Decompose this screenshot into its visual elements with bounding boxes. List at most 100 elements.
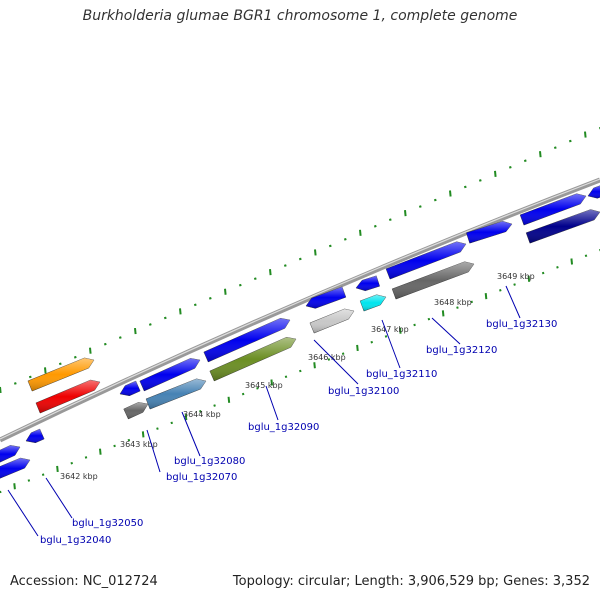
scale-tick [284, 375, 288, 379]
scale-tick [556, 265, 559, 269]
gene-label-leader [45, 477, 73, 519]
inner-scale-ticks [0, 249, 600, 494]
scale-tick [99, 448, 102, 455]
gene-label[interactable]: bglu_1g32100 [328, 386, 399, 397]
gene-label-leader [381, 319, 401, 369]
scale-label: 3648 kbp [434, 298, 472, 307]
scale-tick [399, 327, 402, 334]
scale-tick [343, 238, 347, 241]
scale-tick [41, 473, 45, 477]
scale-tick [241, 392, 245, 396]
scale-tick [449, 190, 452, 197]
gene-feature-shading [27, 357, 94, 392]
scale-tick [193, 303, 197, 307]
scale-tick [269, 269, 272, 276]
scale-tick [470, 300, 473, 304]
scale-tick [413, 323, 416, 327]
gene-label-leader [431, 317, 461, 345]
scale-tick [299, 369, 302, 373]
gene-feature-shading [466, 221, 512, 244]
gene-label[interactable]: bglu_1g32130 [486, 319, 557, 330]
scale-tick [541, 271, 545, 275]
gene-label[interactable]: bglu_1g32090 [248, 422, 319, 433]
scale-tick [156, 427, 159, 430]
scale-tick [388, 218, 392, 222]
scale-tick [327, 358, 331, 361]
scale-tick [127, 438, 131, 442]
scale-tick [179, 308, 182, 315]
gene-label[interactable]: bglu_1g32040 [40, 535, 111, 546]
gene-feature-shading [209, 337, 296, 381]
scale-tick [441, 310, 445, 317]
gene-features [0, 185, 600, 479]
gene-label[interactable]: bglu_1g32080 [174, 456, 245, 467]
scale-tick [56, 465, 59, 473]
scale-tick [384, 335, 388, 338]
gene-feature-shading [203, 318, 290, 362]
outer-scale-ticks [0, 127, 600, 394]
scale-tick [456, 306, 459, 309]
scale-tick [134, 327, 137, 335]
scale-tick [513, 283, 516, 286]
chromosome-backbone-highlight [0, 178, 600, 440]
gene-feature-shading [0, 445, 20, 463]
scale-label: 3649 kbp [497, 272, 535, 281]
scale-tick [373, 224, 377, 228]
scale-tick [328, 244, 332, 248]
scale-tick [427, 317, 431, 321]
scale-tick [89, 347, 92, 354]
gene-label[interactable]: bglu_1g32110 [366, 369, 437, 380]
gene-label-leader [7, 489, 39, 537]
scale-tick [103, 342, 107, 346]
scale-tick [141, 431, 145, 438]
scale-tick [208, 296, 212, 300]
scale-tick [184, 413, 188, 421]
scale-tick [584, 254, 588, 258]
scale-tick [118, 336, 122, 339]
scale-tick [508, 165, 512, 169]
chromosome-backbone [0, 177, 600, 443]
scale-labels: 3642 kbp 3643 kbp 3644 kbp 3645 kbp 3646 kbp… [60, 272, 535, 481]
scale-tick [73, 355, 77, 359]
gene-feature-shading [356, 275, 380, 291]
scale-tick [463, 185, 467, 189]
scale-tick [418, 205, 422, 208]
scale-tick [253, 277, 257, 280]
scale-label: 3643 kbp [120, 440, 158, 449]
scale-tick [433, 198, 437, 202]
scale-tick [27, 479, 31, 482]
scale-tick [484, 292, 488, 300]
scale-tick [227, 396, 231, 403]
scale-tick [370, 340, 373, 344]
scale-tick [270, 379, 274, 386]
scale-tick [283, 264, 287, 267]
gene-feature-shading [392, 261, 474, 300]
scale-tick [568, 139, 572, 143]
scale-tick [494, 170, 497, 177]
scale-tick [523, 159, 527, 163]
gene-label-leader [146, 429, 161, 473]
gene-label-leader [265, 385, 279, 421]
gene-label-leader [313, 339, 359, 385]
gene-feature-shading [35, 380, 100, 414]
scale-tick [113, 444, 116, 448]
scale-tick [13, 483, 16, 490]
scale-label: 3645 kbp [245, 381, 283, 390]
gene-feature-shading [309, 308, 354, 334]
gene-feature-shading [588, 185, 600, 199]
scale-label: 3646 kbp [308, 353, 346, 362]
scale-label: 3647 kbp [371, 325, 409, 334]
gene-label[interactable]: bglu_1g32050 [72, 518, 143, 529]
scale-tick [341, 352, 345, 356]
gene-label-leader [181, 411, 201, 457]
scale-tick [499, 289, 502, 292]
gene-feature-shading [139, 358, 200, 391]
scale-tick [527, 275, 531, 282]
gene-label[interactable]: bglu_1g32120 [426, 345, 497, 356]
gene-feature-shading [520, 193, 586, 226]
gene-label[interactable]: bglu_1g32070 [166, 472, 237, 483]
gene-feature-shading [146, 378, 206, 410]
gene-labels: bglu_1g32040 bglu_1g32050 bglu_1g32070 bglu… [7, 285, 557, 546]
scale-label: 3644 kbp [183, 410, 221, 419]
scale-tick [213, 404, 216, 407]
